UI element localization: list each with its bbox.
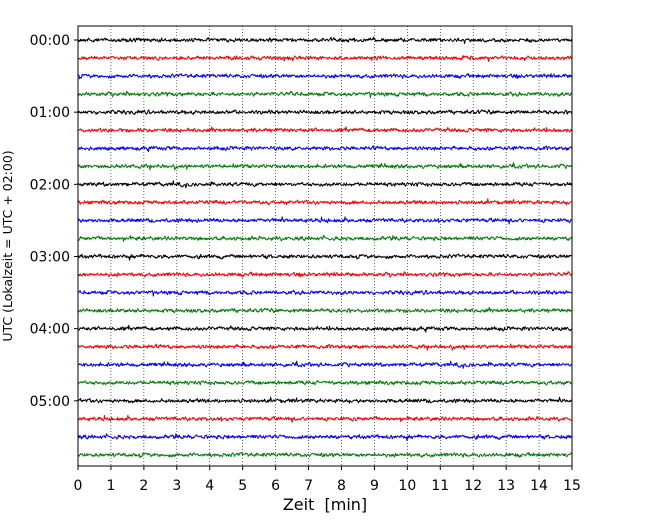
trace-line xyxy=(77,198,573,206)
x-tick-label: 11 xyxy=(431,478,449,494)
y-tick-label: 01:00 xyxy=(30,105,70,121)
trace-line xyxy=(77,289,573,297)
x-tick-label: 12 xyxy=(464,478,482,494)
trace-line xyxy=(77,55,573,63)
x-tick-label: 2 xyxy=(139,478,148,494)
trace-line xyxy=(77,414,573,423)
trace-line xyxy=(77,36,573,45)
y-tick-label: 00:00 xyxy=(30,33,70,49)
trace-line xyxy=(77,253,573,261)
vertical-grid xyxy=(110,26,540,466)
x-tick-label: 13 xyxy=(497,478,515,494)
y-axis: 00:00 01:00 02:00 03:00 04:00 05:00 xyxy=(30,33,78,410)
trace-group xyxy=(77,36,573,459)
x-tick-label: 14 xyxy=(530,478,548,494)
trace-line xyxy=(77,145,573,153)
trace-line xyxy=(77,234,573,242)
trace-line xyxy=(77,216,573,225)
trace-line xyxy=(77,380,573,386)
trace-line xyxy=(77,396,573,404)
x-tick-label: 10 xyxy=(398,478,416,494)
y-tick-label: 04:00 xyxy=(30,322,70,338)
y-tick-label: 05:00 xyxy=(30,394,70,410)
x-tick-label: 15 xyxy=(563,478,581,494)
trace-line xyxy=(77,324,573,333)
trace-line xyxy=(77,451,573,459)
trace-line xyxy=(77,360,573,369)
x-tick-label: 0 xyxy=(74,478,83,494)
plot-background xyxy=(78,26,572,466)
x-axis-title: Zeit [min] xyxy=(283,495,367,514)
plot-frame xyxy=(77,25,573,467)
trace-line xyxy=(77,109,573,116)
y-tick-label: 03:00 xyxy=(30,249,70,265)
trace-line xyxy=(77,73,573,80)
x-tick-label: 5 xyxy=(238,478,247,494)
x-tick-label: 9 xyxy=(370,478,379,494)
y-axis-title: UTC (Lokalzeit = UTC + 02:00) xyxy=(0,150,15,341)
trace-line xyxy=(77,433,573,441)
x-tick-label: 4 xyxy=(205,478,214,494)
trace-line xyxy=(77,126,573,133)
x-tick-label: 1 xyxy=(106,478,115,494)
x-tick-label: 7 xyxy=(304,478,313,494)
trace-line xyxy=(77,90,573,99)
x-tick-label: 6 xyxy=(271,478,280,494)
y-tick-label: 02:00 xyxy=(30,177,70,193)
trace-line xyxy=(77,306,573,314)
trace-line xyxy=(77,343,573,351)
x-tick-label: 8 xyxy=(337,478,346,494)
x-tick-label: 3 xyxy=(172,478,181,494)
trace-line xyxy=(77,180,573,189)
x-axis: 0 1 2 3 4 5 6 7 8 9 10 11 12 13 14 15 xyxy=(74,466,581,494)
trace-line xyxy=(77,162,573,171)
trace-line xyxy=(77,271,573,278)
